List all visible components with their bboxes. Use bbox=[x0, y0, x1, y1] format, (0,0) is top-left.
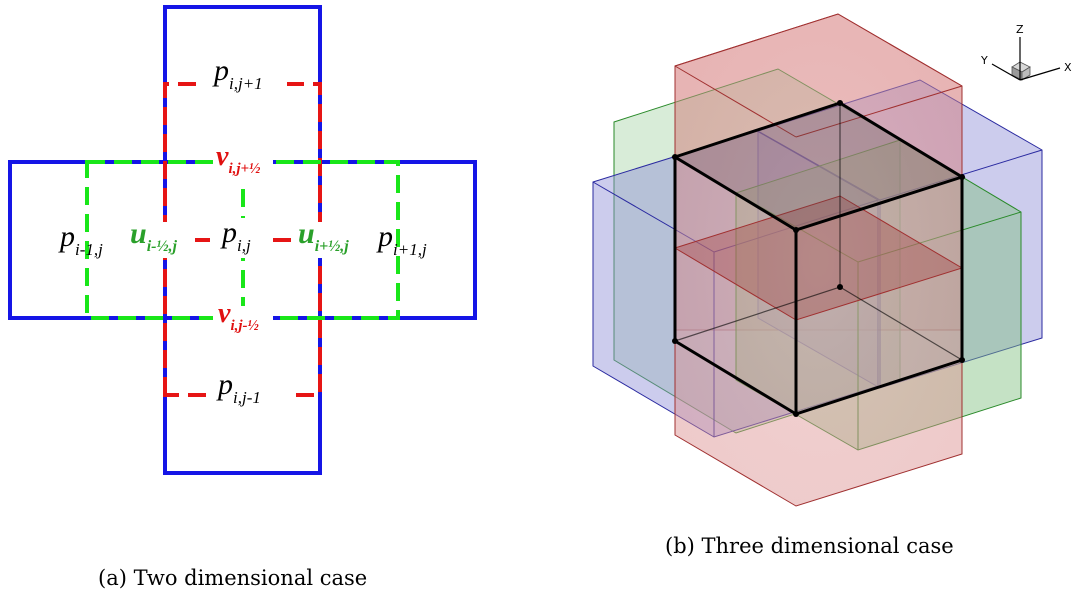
axis-triad: Z Y X bbox=[980, 23, 1072, 81]
label-v-bottom: vi,j-½ bbox=[218, 298, 259, 334]
label-u-left: ui-½,j bbox=[130, 217, 177, 255]
label-p-center: pi,j bbox=[220, 216, 251, 255]
axis-z-label: Z bbox=[1016, 23, 1024, 36]
label-u-right: ui+½,j bbox=[298, 217, 349, 255]
panel-b-diagram bbox=[592, 13, 1043, 507]
axis-x-label: X bbox=[1064, 61, 1072, 74]
label-v-top: vi,j+½ bbox=[216, 141, 260, 177]
u-control-volumes bbox=[85, 160, 400, 320]
caption-b: (b) Three dimensional case bbox=[665, 534, 954, 558]
v-control-volumes bbox=[163, 82, 322, 397]
label-p-left: pi-1,j bbox=[58, 220, 103, 259]
center-cell-vertices bbox=[672, 100, 965, 417]
label-p-right: pi+1,j bbox=[376, 220, 427, 259]
caption-a: (a) Two dimensional case bbox=[98, 566, 367, 590]
axis-y-label: Y bbox=[980, 54, 988, 67]
label-p-bottom: pi,j-1 bbox=[216, 368, 261, 407]
panel-a-diagram: pi,j+1 pi-1,j pi,j pi+1,j pi,j-1 ui-½,j … bbox=[8, 5, 477, 475]
label-p-top: pi,j+1 bbox=[212, 54, 263, 93]
